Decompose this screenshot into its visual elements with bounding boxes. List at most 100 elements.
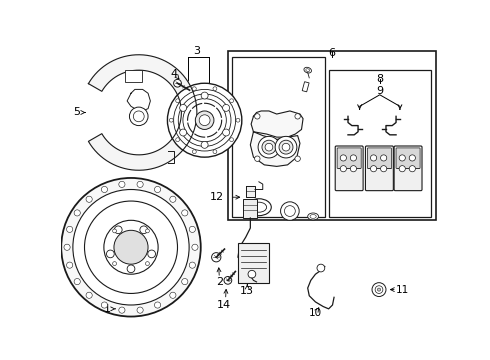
Circle shape	[86, 196, 92, 202]
Circle shape	[409, 155, 416, 161]
Ellipse shape	[308, 213, 319, 220]
Bar	[232, 57, 325, 217]
Ellipse shape	[246, 199, 271, 216]
FancyBboxPatch shape	[366, 146, 393, 191]
Circle shape	[196, 111, 214, 130]
Circle shape	[317, 264, 325, 272]
Circle shape	[255, 114, 260, 119]
Circle shape	[222, 104, 230, 111]
Circle shape	[213, 150, 217, 154]
Circle shape	[377, 288, 381, 291]
Circle shape	[201, 141, 208, 148]
Bar	[302, 82, 309, 92]
Circle shape	[173, 80, 181, 87]
Circle shape	[399, 155, 405, 161]
Circle shape	[370, 155, 377, 161]
Text: 2: 2	[217, 277, 224, 287]
Circle shape	[106, 250, 114, 258]
Circle shape	[213, 87, 217, 91]
Circle shape	[381, 155, 387, 161]
Text: 12: 12	[210, 192, 224, 202]
Circle shape	[192, 244, 198, 250]
Circle shape	[248, 270, 256, 278]
Bar	[238, 243, 269, 283]
FancyBboxPatch shape	[396, 148, 420, 168]
Circle shape	[170, 292, 176, 298]
Circle shape	[127, 265, 135, 273]
Circle shape	[409, 166, 416, 172]
Circle shape	[189, 262, 196, 268]
Circle shape	[148, 250, 155, 258]
Circle shape	[113, 262, 117, 266]
Circle shape	[61, 178, 201, 316]
Circle shape	[74, 279, 80, 285]
Text: 7: 7	[215, 127, 222, 137]
Circle shape	[282, 143, 290, 151]
FancyBboxPatch shape	[337, 148, 361, 168]
Circle shape	[350, 155, 357, 161]
Circle shape	[372, 283, 386, 297]
Circle shape	[399, 166, 405, 172]
Circle shape	[212, 253, 221, 262]
Circle shape	[295, 114, 300, 119]
Circle shape	[255, 156, 260, 161]
Circle shape	[86, 292, 92, 298]
Circle shape	[182, 210, 188, 216]
Circle shape	[146, 229, 149, 233]
Circle shape	[137, 307, 143, 313]
Text: 8: 8	[376, 74, 383, 84]
Circle shape	[193, 150, 196, 154]
Circle shape	[73, 189, 189, 305]
Text: 13: 13	[240, 286, 254, 296]
Text: 6: 6	[328, 48, 335, 58]
Circle shape	[146, 262, 149, 266]
Circle shape	[170, 196, 176, 202]
Circle shape	[113, 229, 117, 233]
Circle shape	[350, 166, 357, 172]
Circle shape	[67, 262, 73, 268]
Circle shape	[258, 136, 280, 158]
Circle shape	[180, 104, 187, 111]
Circle shape	[281, 202, 299, 220]
Circle shape	[170, 118, 173, 122]
Circle shape	[137, 181, 143, 188]
Polygon shape	[250, 132, 300, 166]
Circle shape	[381, 166, 387, 172]
Text: 14: 14	[217, 300, 231, 310]
Bar	[244, 199, 257, 218]
Circle shape	[230, 99, 234, 103]
Text: 10: 10	[309, 308, 322, 318]
Circle shape	[222, 129, 230, 136]
Circle shape	[114, 230, 148, 264]
Circle shape	[168, 83, 242, 157]
Circle shape	[154, 302, 161, 308]
Circle shape	[101, 302, 107, 308]
Circle shape	[236, 118, 240, 122]
Circle shape	[64, 244, 70, 250]
Text: 3: 3	[194, 46, 200, 56]
Ellipse shape	[304, 67, 312, 73]
Circle shape	[176, 99, 180, 103]
Circle shape	[340, 155, 346, 161]
Bar	[329, 70, 431, 217]
Circle shape	[201, 92, 208, 99]
Circle shape	[262, 140, 276, 154]
Circle shape	[340, 166, 346, 172]
Circle shape	[114, 226, 122, 234]
Circle shape	[295, 156, 300, 161]
Circle shape	[265, 143, 273, 151]
Circle shape	[370, 166, 377, 172]
FancyBboxPatch shape	[368, 148, 392, 168]
Circle shape	[154, 186, 161, 193]
Text: 11: 11	[395, 285, 409, 294]
Bar	[228, 51, 436, 220]
Circle shape	[67, 226, 73, 233]
FancyBboxPatch shape	[394, 146, 422, 191]
Polygon shape	[251, 111, 303, 139]
Circle shape	[129, 107, 148, 126]
Circle shape	[189, 226, 196, 233]
Polygon shape	[88, 55, 197, 170]
Bar	[125, 70, 142, 82]
Circle shape	[193, 87, 196, 91]
Circle shape	[176, 138, 180, 141]
